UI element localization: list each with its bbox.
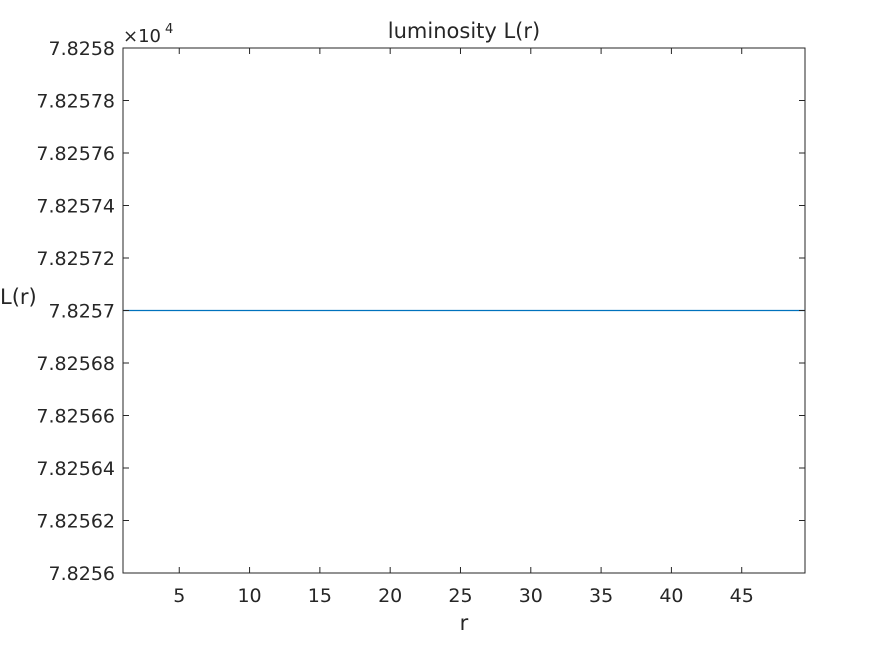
x-tick-label: 45 (730, 585, 754, 607)
x-tick-label: 15 (308, 585, 332, 607)
x-tick-label: 30 (519, 585, 543, 607)
x-axis-label: r (460, 611, 469, 635)
y-tick-label: 7.82566 (36, 406, 115, 428)
y-exponent-label: ×10 4 (123, 22, 173, 47)
y-tick-label: 7.82576 (36, 143, 115, 165)
y-exponent-power: 4 (165, 22, 173, 37)
y-tick-label: 7.82564 (36, 458, 115, 480)
y-tick-label: 7.82568 (36, 353, 115, 375)
x-tick-label: 20 (378, 585, 402, 607)
chart-title: luminosity L(r) (388, 19, 540, 43)
x-tick-label: 10 (237, 585, 261, 607)
plot-frame (122, 47, 806, 574)
x-tick-label: 35 (589, 585, 613, 607)
y-tick-label: 7.8256 (49, 563, 115, 585)
y-tick-label: 7.8258 (49, 38, 115, 60)
x-tick-label: 40 (659, 585, 683, 607)
y-tick-label: 7.82572 (36, 248, 115, 270)
y-tick-labels: 7.8256 7.82562 7.82564 7.82566 7.82568 7.8257… (36, 38, 115, 585)
y-tick-label: 7.8257 (49, 301, 115, 323)
y-axis-label: L(r) (0, 285, 37, 309)
x-tick-label: 25 (448, 585, 472, 607)
y-exponent-prefix: ×10 (123, 26, 161, 47)
y-tick-label: 7.82562 (36, 511, 115, 533)
y-tick-label: 7.82578 (36, 91, 115, 113)
x-tick-label: 5 (173, 585, 185, 607)
x-tick-labels: 5 10 15 20 25 30 35 40 45 (173, 585, 754, 607)
y-tick-label: 7.82574 (36, 196, 115, 218)
